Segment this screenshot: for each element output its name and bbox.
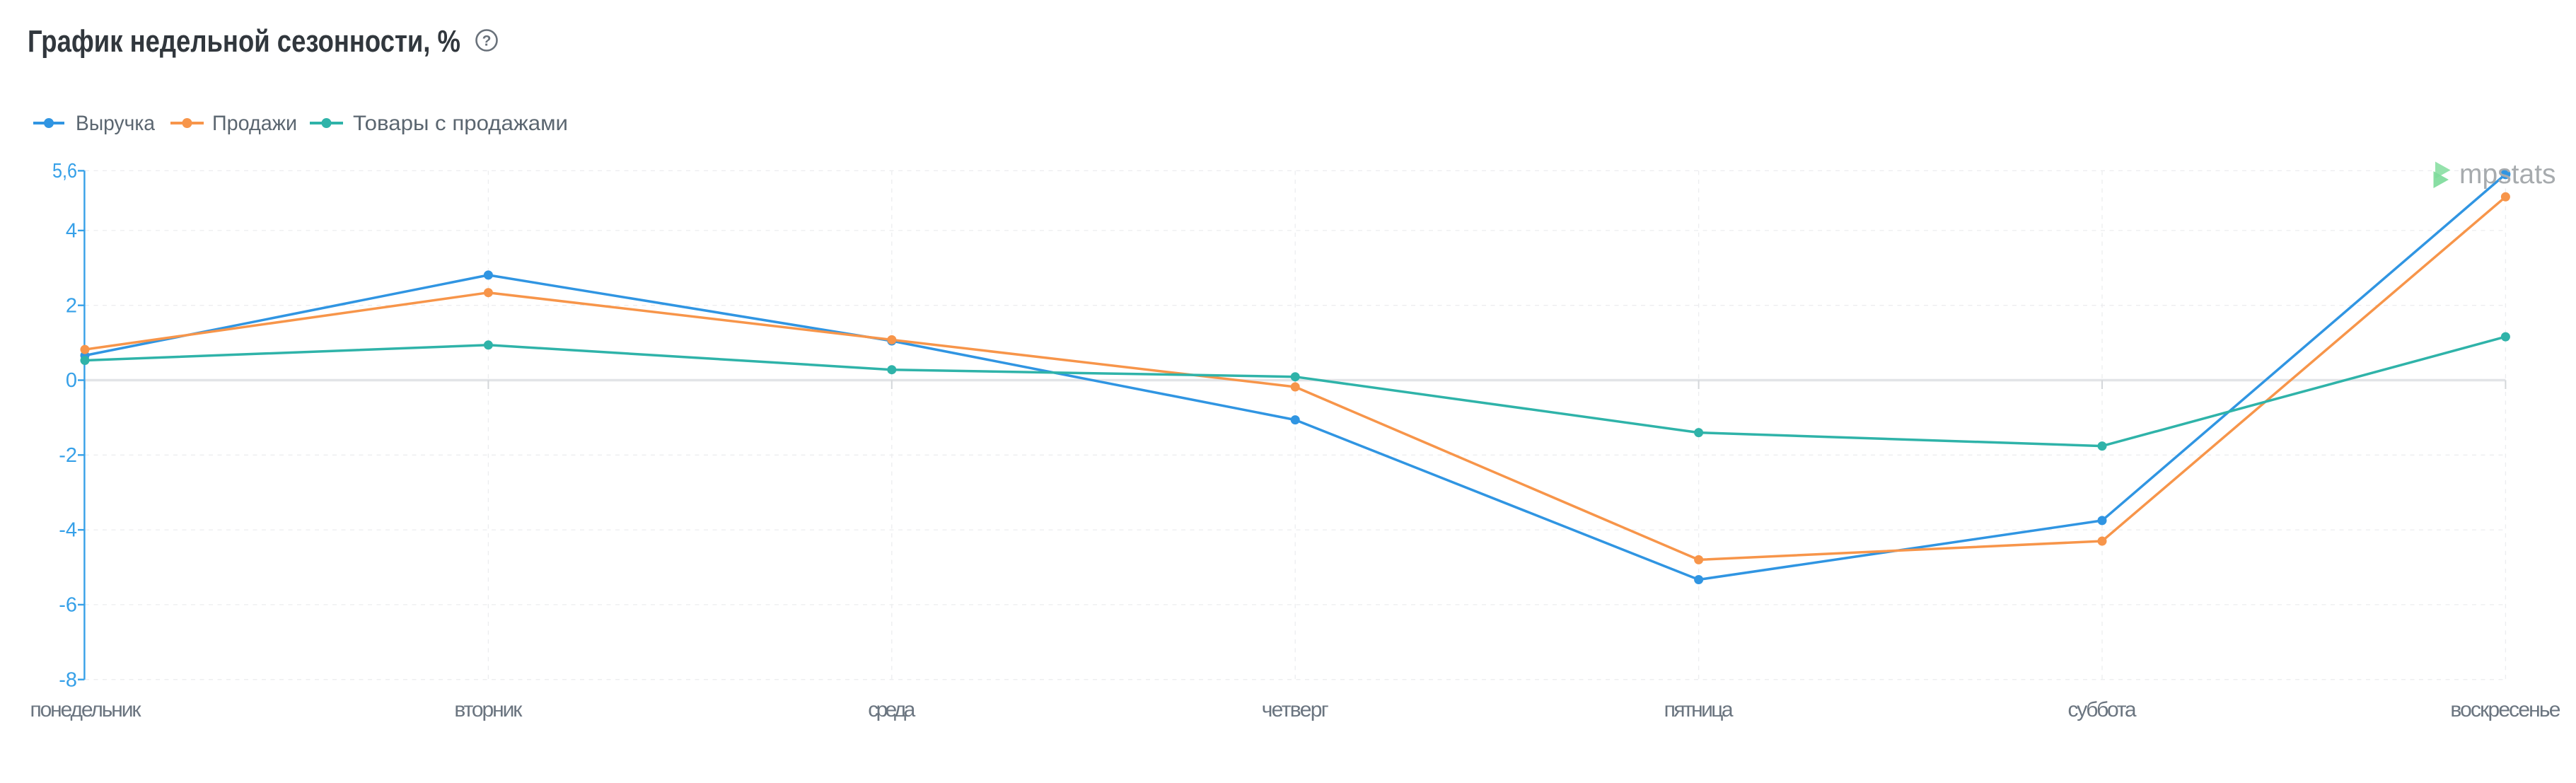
svg-text:5,6: 5,6 [52, 160, 77, 182]
svg-text:вторник: вторник [454, 698, 523, 721]
svg-text:среда: среда [868, 698, 915, 721]
svg-text:воскресенье: воскресенье [2450, 698, 2560, 721]
svg-text:четверг: четверг [1262, 698, 1329, 721]
svg-text:суббота: суббота [2068, 698, 2137, 721]
svg-text:mpstats: mpstats [2459, 159, 2556, 190]
svg-text:График недельной сезонности, %: График недельной сезонности, % [28, 24, 460, 59]
svg-text:Продажи: Продажи [212, 112, 297, 135]
svg-text:-6: -6 [59, 594, 77, 617]
svg-text:пятница: пятница [1664, 698, 1734, 721]
svg-text:Выручка: Выручка [76, 112, 155, 135]
svg-text:4: 4 [66, 220, 77, 243]
svg-text:-2: -2 [59, 444, 77, 467]
svg-text:2: 2 [66, 294, 77, 317]
svg-text:-4: -4 [59, 519, 77, 542]
svg-text:0: 0 [66, 369, 77, 392]
svg-text:-8: -8 [59, 668, 77, 691]
svg-text:понедельник: понедельник [30, 698, 142, 721]
svg-text:?: ? [482, 33, 492, 50]
svg-text:Товары с продажами: Товары с продажами [353, 112, 568, 135]
